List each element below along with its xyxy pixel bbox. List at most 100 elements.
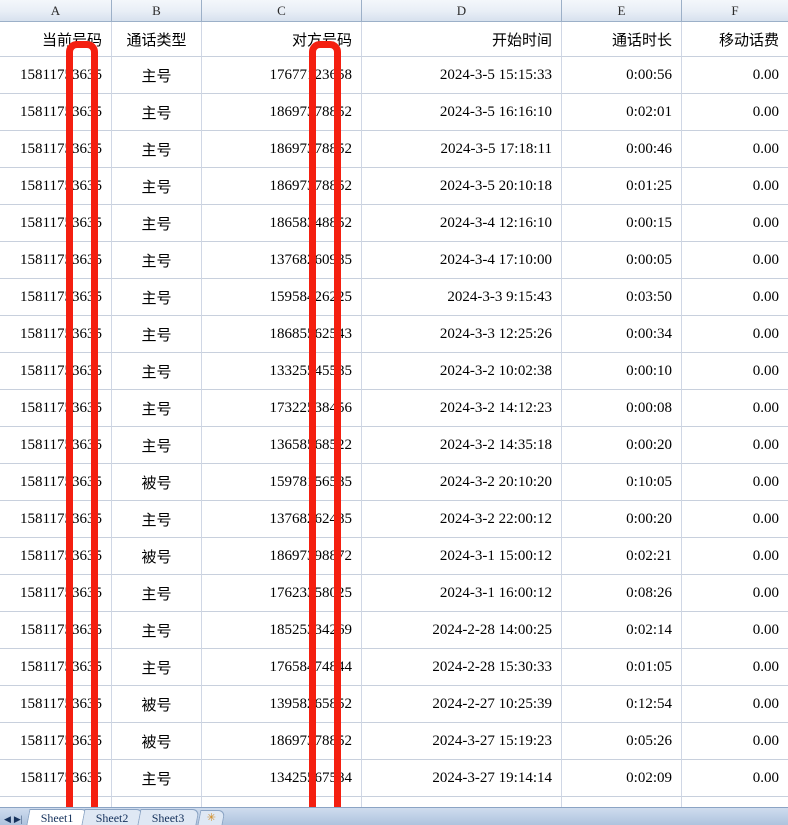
cell-start-time[interactable]: 2024-3-27 19:14:14	[362, 760, 562, 797]
cell-other-number[interactable]: 18697398872	[202, 538, 362, 575]
cell-current-number[interactable]: 15811753635	[0, 501, 112, 538]
cell-start-time[interactable]: 2024-3-2 14:12:23	[362, 390, 562, 427]
table-row[interactable]: 15811753635 主号 18697378852 2024-3-5 17:18:1…	[0, 131, 788, 168]
cell-start-time[interactable]: 2024-2-27 10:25:39	[362, 686, 562, 723]
table-row[interactable]: 15811753635 主号 17322538456 2024-3-2 14:12:2…	[0, 390, 788, 427]
cell-call-type[interactable]: 主号	[112, 501, 202, 538]
cell-other-number[interactable]: 13325545585	[202, 353, 362, 390]
table-row[interactable]: 15811753635 被号 15978156585 2024-3-2 20:10:2…	[0, 464, 788, 501]
cell-current-number[interactable]: 15811753635	[0, 316, 112, 353]
sheet-tab-sheet1[interactable]: Sheet1	[26, 809, 88, 825]
table-row[interactable]: 15811753635 主号 18685562543 2024-3-3 12:25:2…	[0, 316, 788, 353]
cell-other-number[interactable]: 17677123658	[202, 57, 362, 94]
cell-call-type[interactable]: 被号	[112, 538, 202, 575]
nav-first-icon[interactable]: ◀	[4, 814, 11, 824]
cell-duration[interactable]: 0:00:46	[562, 131, 682, 168]
cell-current-number[interactable]: 15811753635	[0, 760, 112, 797]
table-row[interactable]: 15811753635 主号 13658568522 2024-3-2 14:35:1…	[0, 427, 788, 464]
cell-duration[interactable]: 0:05:26	[562, 723, 682, 760]
cell-call-type[interactable]: 主号	[112, 94, 202, 131]
cell-duration[interactable]: 0:00:56	[562, 57, 682, 94]
cell-start-time[interactable]: 2024-2-28 15:30:33	[362, 649, 562, 686]
cell-start-time[interactable]: 2024-3-27 15:19:23	[362, 723, 562, 760]
cell-current-number[interactable]: 15811753635	[0, 205, 112, 242]
cell-fee[interactable]: 0.00	[682, 390, 788, 427]
cell-other-number[interactable]: 18525334269	[202, 612, 362, 649]
header-cell-other-number[interactable]: 对方号码	[202, 22, 362, 57]
cell-call-type[interactable]: 主号	[112, 649, 202, 686]
table-row[interactable]: 15811753635 主号 13425567584 2024-3-27 19:14:…	[0, 760, 788, 797]
cell-call-type[interactable]: 被号	[112, 723, 202, 760]
cell-current-number[interactable]: 15811753635	[0, 242, 112, 279]
cell-current-number[interactable]: 15811753635	[0, 649, 112, 686]
cell-start-time[interactable]: 2024-3-3 12:25:26	[362, 316, 562, 353]
cell-duration[interactable]: 0:08:26	[562, 575, 682, 612]
cell-current-number[interactable]: 15811753635	[0, 686, 112, 723]
cell-start-time[interactable]: 2024-3-4 12:16:10	[362, 205, 562, 242]
cell-start-time[interactable]: 2024-3-2 22:00:12	[362, 501, 562, 538]
cell-fee[interactable]: 0.00	[682, 131, 788, 168]
cell-duration[interactable]: 0:02:09	[562, 760, 682, 797]
cell-duration[interactable]: 0:01:05	[562, 649, 682, 686]
cell-start-time[interactable]: 2024-3-2 14:35:18	[362, 427, 562, 464]
cell-call-type[interactable]: 主号	[112, 316, 202, 353]
cell-fee[interactable]: 0.00	[682, 575, 788, 612]
cell-other-number[interactable]: 18685562543	[202, 316, 362, 353]
cell-start-time[interactable]: 2024-3-5 20:10:18	[362, 168, 562, 205]
header-cell-duration[interactable]: 通话时长	[562, 22, 682, 57]
column-header-a[interactable]: A	[0, 0, 112, 21]
table-row[interactable]: 15811753635 主号 13325545585 2024-3-2 10:02:3…	[0, 353, 788, 390]
cell-current-number[interactable]: 15811753635	[0, 279, 112, 316]
cell-call-type[interactable]: 主号	[112, 168, 202, 205]
table-row[interactable]: 15811753635 主号 17623358025 2024-3-1 16:00:1…	[0, 575, 788, 612]
cell-other-number[interactable]: 17322538456	[202, 390, 362, 427]
cell-current-number[interactable]: 15811753635	[0, 353, 112, 390]
table-row[interactable]: 15811753635 主号 17658474844 2024-2-28 15:30:…	[0, 649, 788, 686]
cell-call-type[interactable]: 主号	[112, 279, 202, 316]
cell-fee[interactable]: 0.00	[682, 94, 788, 131]
cell-call-type[interactable]: 主号	[112, 205, 202, 242]
cell-current-number[interactable]: 15811753635	[0, 390, 112, 427]
new-sheet-icon[interactable]: ✳	[197, 810, 226, 825]
cell-other-number[interactable]: 17658474844	[202, 649, 362, 686]
cell-duration[interactable]: 0:00:10	[562, 353, 682, 390]
cell-other-number[interactable]: 13768260985	[202, 242, 362, 279]
cell-fee[interactable]: 0.00	[682, 538, 788, 575]
column-header-f[interactable]: F	[731, 2, 739, 18]
cell-start-time[interactable]: 2024-3-1 16:00:12	[362, 575, 562, 612]
cell-call-type[interactable]: 主号	[112, 390, 202, 427]
cell-duration[interactable]: 0:00:15	[562, 205, 682, 242]
cell-duration[interactable]: 0:00:20	[562, 501, 682, 538]
cell-fee[interactable]: 0.00	[682, 501, 788, 538]
cell-fee[interactable]: 0.00	[682, 205, 788, 242]
cell-duration[interactable]: 0:00:20	[562, 427, 682, 464]
cell-fee[interactable]: 0.00	[682, 168, 788, 205]
cell-duration[interactable]: 0:02:01	[562, 94, 682, 131]
cell-current-number[interactable]: 15811753635	[0, 612, 112, 649]
sheet-nav-buttons[interactable]: ◀ ▶|	[0, 815, 28, 825]
cell-duration[interactable]: 0:02:14	[562, 612, 682, 649]
cell-other-number[interactable]: 13768262485	[202, 501, 362, 538]
cell-duration[interactable]: 0:01:25	[562, 168, 682, 205]
cell-fee[interactable]: 0.00	[682, 353, 788, 390]
header-cell-call-type[interactable]: 通话类型	[112, 22, 202, 57]
cell-current-number[interactable]: 15811753635	[0, 427, 112, 464]
cell-current-number[interactable]: 15811753635	[0, 723, 112, 760]
table-row[interactable]: 15811753635 主号 18658348852 2024-3-4 12:16:1…	[0, 205, 788, 242]
cell-call-type[interactable]: 主号	[112, 57, 202, 94]
cell-fee[interactable]: 0.00	[682, 723, 788, 760]
cell-call-type[interactable]: 被号	[112, 686, 202, 723]
cell-other-number[interactable]: 13958265852	[202, 686, 362, 723]
cell-current-number[interactable]: 15811753635	[0, 57, 112, 94]
cell-start-time[interactable]: 2024-3-2 10:02:38	[362, 353, 562, 390]
cell-call-type[interactable]: 主号	[112, 242, 202, 279]
cell-fee[interactable]: 0.00	[682, 427, 788, 464]
header-cell-current-number[interactable]: 当前号码	[0, 22, 112, 57]
table-row[interactable]: 15811753635 被号 13958265852 2024-2-27 10:25:…	[0, 686, 788, 723]
table-row[interactable]: 15811753635 主号 18525334269 2024-2-28 14:00:…	[0, 612, 788, 649]
cell-start-time[interactable]: 2024-3-5 17:18:11	[362, 131, 562, 168]
column-header-e[interactable]: E	[562, 0, 682, 21]
cell-call-type[interactable]: 主号	[112, 353, 202, 390]
cell-call-type[interactable]: 主号	[112, 760, 202, 797]
cell-start-time[interactable]: 2024-3-3 9:15:43	[362, 279, 562, 316]
